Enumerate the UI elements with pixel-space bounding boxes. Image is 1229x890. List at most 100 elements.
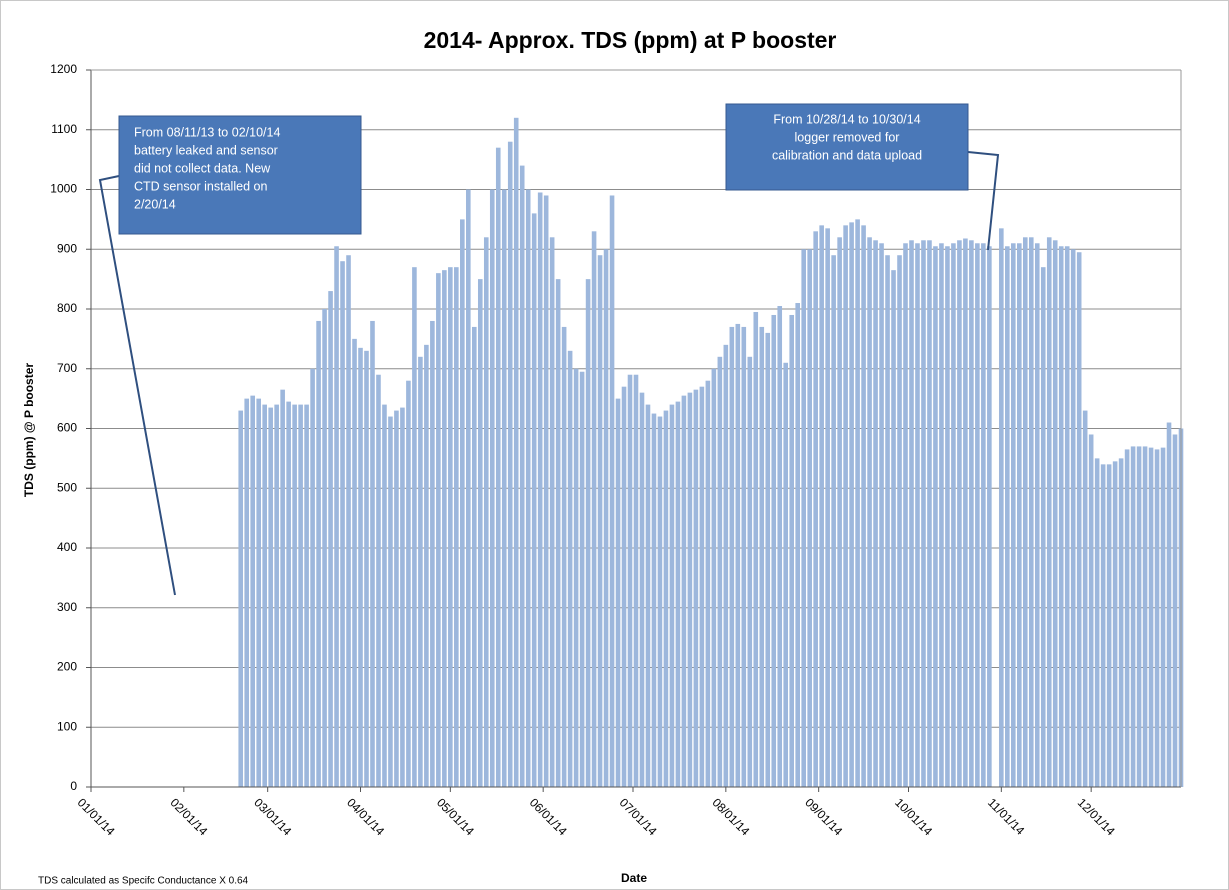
- bar: [304, 404, 309, 787]
- bar: [825, 228, 830, 787]
- bar: [873, 240, 878, 788]
- bar: [747, 356, 753, 787]
- bar: [543, 195, 549, 788]
- y-axis-label: TDS (ppm) @ P booster: [22, 363, 36, 497]
- bar: [609, 195, 615, 788]
- bar: [1124, 449, 1130, 787]
- bar: [753, 311, 759, 787]
- bar: [1094, 458, 1100, 787]
- annotation-text: CTD sensor installed on: [134, 179, 267, 193]
- bar: [831, 255, 836, 788]
- bar: [795, 303, 801, 787]
- bar: [1142, 446, 1148, 787]
- y-tick-label: 1100: [51, 122, 77, 136]
- bar: [903, 243, 908, 787]
- annotation-box: [118, 115, 362, 235]
- annotations: From 08/11/13 to 02/10/14 battery leaked …: [98, 103, 1000, 596]
- bar: [1028, 237, 1034, 788]
- bar: [861, 225, 866, 788]
- bar: [981, 243, 986, 787]
- bar: [1011, 243, 1016, 787]
- bar: [358, 347, 363, 787]
- bar: [801, 249, 806, 787]
- bar: [963, 238, 968, 787]
- bar: [256, 398, 261, 787]
- bar: [483, 237, 489, 788]
- bar: [909, 240, 914, 788]
- bar: [999, 228, 1004, 787]
- x-axis-label: Date: [621, 871, 647, 885]
- bar: [286, 401, 291, 787]
- bar: [442, 270, 447, 788]
- bar: [975, 243, 980, 787]
- bar: [1172, 434, 1178, 787]
- bar: [406, 380, 411, 787]
- callout-line: [967, 151, 1000, 251]
- bar: [945, 246, 950, 787]
- y-tick-label: 800: [57, 301, 77, 315]
- bar: [424, 344, 429, 787]
- bar: [328, 291, 333, 787]
- bar: [244, 398, 250, 787]
- bar: [879, 243, 884, 787]
- bar: [819, 225, 824, 788]
- bar: [418, 356, 423, 787]
- bar: [1070, 249, 1076, 787]
- bar: [555, 279, 561, 787]
- bar: [501, 189, 507, 787]
- bar: [597, 255, 603, 788]
- bar: [1034, 243, 1040, 787]
- bar: [561, 326, 567, 787]
- y-tick-label: 1000: [50, 182, 77, 196]
- bar: [382, 404, 387, 787]
- bar: [436, 273, 441, 787]
- bar: [1118, 458, 1124, 787]
- bar: [340, 261, 345, 787]
- bar: [951, 243, 956, 787]
- bar: [687, 392, 693, 787]
- bar: [717, 356, 723, 787]
- bar: [448, 267, 453, 787]
- y-tick-label: 900: [57, 241, 77, 255]
- bar: [807, 249, 812, 787]
- annotation-text: 2/20/14: [134, 197, 176, 211]
- annotation-text: logger removed for: [795, 130, 900, 144]
- bar: [1166, 422, 1172, 787]
- annotation-text: battery leaked and sensor: [134, 143, 278, 157]
- bar: [430, 320, 435, 787]
- bar: [1106, 464, 1112, 787]
- bar: [1130, 446, 1136, 787]
- annotation-text: From 08/11/13 to 02/10/14: [134, 125, 280, 139]
- bar: [454, 267, 459, 787]
- bar: [639, 392, 645, 787]
- bar: [298, 404, 303, 787]
- bar: [400, 407, 405, 787]
- bar: [513, 117, 519, 788]
- bar: [1136, 446, 1142, 787]
- bar: [537, 192, 543, 788]
- bar: [933, 246, 938, 787]
- bar: [1016, 243, 1022, 787]
- callout-line: [98, 175, 176, 596]
- bar: [1112, 461, 1118, 787]
- bar: [675, 401, 681, 787]
- bar: [1088, 434, 1094, 787]
- bar: [897, 255, 902, 788]
- chart-title: 2014- Approx. TDS (ppm) at P booster: [424, 27, 837, 53]
- bar: [376, 374, 381, 787]
- bar: [621, 386, 627, 787]
- bar: [310, 368, 315, 787]
- bar: [579, 371, 585, 787]
- bar: [969, 240, 974, 788]
- bar: [915, 243, 920, 787]
- bar: [352, 338, 357, 787]
- bar: [723, 344, 729, 787]
- annotation-text: From 10/28/14 to 10/30/14: [773, 112, 920, 126]
- bar: [681, 395, 687, 787]
- bar: [1160, 447, 1166, 787]
- bar: [813, 231, 818, 787]
- y-tick-label: 200: [57, 660, 77, 674]
- bar: [987, 246, 992, 787]
- bar: [567, 350, 573, 787]
- bar: [1148, 447, 1154, 787]
